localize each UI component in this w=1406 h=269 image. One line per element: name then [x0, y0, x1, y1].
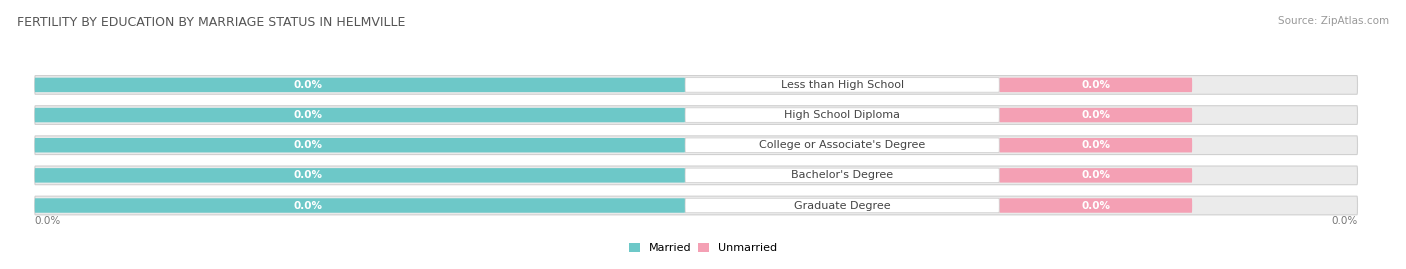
Text: 0.0%: 0.0% — [294, 110, 322, 120]
FancyBboxPatch shape — [35, 198, 685, 213]
FancyBboxPatch shape — [1000, 78, 1192, 92]
FancyBboxPatch shape — [685, 168, 1000, 183]
Text: Bachelor's Degree: Bachelor's Degree — [792, 170, 893, 180]
FancyBboxPatch shape — [685, 138, 1000, 153]
Text: 0.0%: 0.0% — [294, 80, 322, 90]
Text: 0.0%: 0.0% — [1081, 170, 1111, 180]
FancyBboxPatch shape — [35, 76, 1358, 94]
FancyBboxPatch shape — [1000, 168, 1192, 183]
Text: College or Associate's Degree: College or Associate's Degree — [759, 140, 925, 150]
Text: 0.0%: 0.0% — [294, 140, 322, 150]
Text: Graduate Degree: Graduate Degree — [794, 200, 890, 211]
Text: 0.0%: 0.0% — [1331, 215, 1358, 226]
Text: 0.0%: 0.0% — [35, 215, 60, 226]
FancyBboxPatch shape — [35, 108, 685, 122]
FancyBboxPatch shape — [685, 108, 1000, 122]
Text: Less than High School: Less than High School — [780, 80, 904, 90]
FancyBboxPatch shape — [35, 78, 685, 92]
FancyBboxPatch shape — [35, 166, 1358, 185]
FancyBboxPatch shape — [35, 106, 1358, 124]
FancyBboxPatch shape — [1000, 138, 1192, 153]
FancyBboxPatch shape — [685, 198, 1000, 213]
FancyBboxPatch shape — [35, 168, 685, 183]
Text: FERTILITY BY EDUCATION BY MARRIAGE STATUS IN HELMVILLE: FERTILITY BY EDUCATION BY MARRIAGE STATU… — [17, 16, 405, 29]
Text: Source: ZipAtlas.com: Source: ZipAtlas.com — [1278, 16, 1389, 26]
FancyBboxPatch shape — [35, 196, 1358, 215]
Text: High School Diploma: High School Diploma — [785, 110, 900, 120]
Legend: Married, Unmarried: Married, Unmarried — [628, 243, 778, 253]
FancyBboxPatch shape — [35, 138, 685, 153]
FancyBboxPatch shape — [35, 136, 1358, 155]
Text: 0.0%: 0.0% — [1081, 110, 1111, 120]
Text: 0.0%: 0.0% — [1081, 80, 1111, 90]
Text: 0.0%: 0.0% — [1081, 200, 1111, 211]
FancyBboxPatch shape — [1000, 108, 1192, 122]
FancyBboxPatch shape — [1000, 198, 1192, 213]
Text: 0.0%: 0.0% — [294, 200, 322, 211]
Text: 0.0%: 0.0% — [1081, 140, 1111, 150]
FancyBboxPatch shape — [685, 78, 1000, 92]
Text: 0.0%: 0.0% — [294, 170, 322, 180]
